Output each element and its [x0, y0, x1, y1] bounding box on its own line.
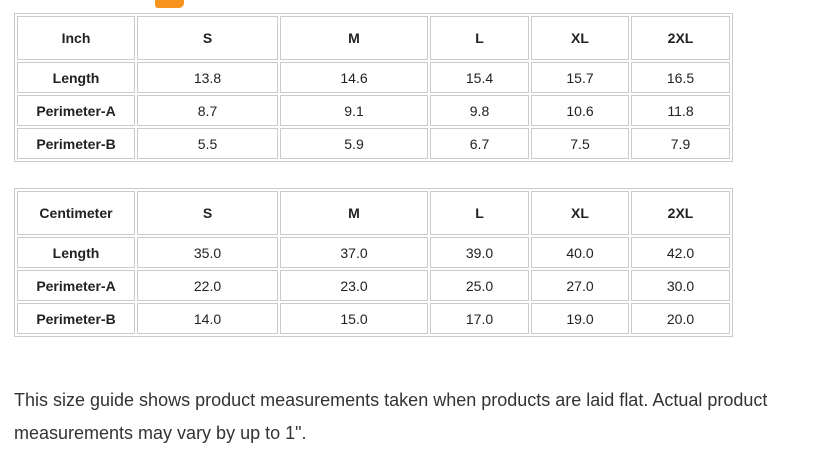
measurement-cell: 15.7 [531, 62, 629, 93]
measurement-cell: 27.0 [531, 270, 629, 301]
measurement-cell: 5.5 [137, 128, 278, 159]
measurement-cell: 42.0 [631, 237, 730, 268]
table-row-perimeter-a: Perimeter-A 8.7 9.1 9.8 10.6 11.8 [17, 95, 730, 126]
table-header-row: Centimeter S M L XL 2XL [17, 191, 730, 235]
measurement-cell: 8.7 [137, 95, 278, 126]
table-row-perimeter-b: Perimeter-B 5.5 5.9 6.7 7.5 7.9 [17, 128, 730, 159]
measurement-cell: 7.5 [531, 128, 629, 159]
measurement-cell: 10.6 [531, 95, 629, 126]
measurement-cell: 40.0 [531, 237, 629, 268]
measurement-cell: 11.8 [631, 95, 730, 126]
size-column-header-l: L [430, 16, 529, 60]
measurement-cell: 5.9 [280, 128, 428, 159]
measurement-cell: 22.0 [137, 270, 278, 301]
size-column-header-m: M [280, 16, 428, 60]
unit-label: Inch [17, 16, 135, 60]
disclaimer-line-2: measurements may vary by up to 1". [14, 423, 307, 443]
size-column-header-l: L [430, 191, 529, 235]
measurement-cell: 9.1 [280, 95, 428, 126]
measurement-cell: 13.8 [137, 62, 278, 93]
table-row-perimeter-b: Perimeter-B 14.0 15.0 17.0 19.0 20.0 [17, 303, 730, 334]
size-column-header-m: M [280, 191, 428, 235]
size-column-header-s: S [137, 16, 278, 60]
size-column-header-2xl: 2XL [631, 16, 730, 60]
measurement-cell: 20.0 [631, 303, 730, 334]
measurement-cell: 37.0 [280, 237, 428, 268]
size-table-inch: Inch S M L XL 2XL Length 13.8 14.6 15.4 … [14, 13, 733, 162]
size-column-header-s: S [137, 191, 278, 235]
measurement-cell: 15.0 [280, 303, 428, 334]
measurement-cell: 19.0 [531, 303, 629, 334]
measure-row-label: Perimeter-B [17, 303, 135, 334]
cropped-orange-heading-letter-fragment [155, 0, 184, 8]
measure-row-label: Perimeter-B [17, 128, 135, 159]
measurement-cell: 35.0 [137, 237, 278, 268]
measurement-cell: 16.5 [631, 62, 730, 93]
size-table-centimeter: Centimeter S M L XL 2XL Length 35.0 37.0… [14, 188, 733, 337]
measurement-cell: 30.0 [631, 270, 730, 301]
unit-label: Centimeter [17, 191, 135, 235]
table-row-length: Length 35.0 37.0 39.0 40.0 42.0 [17, 237, 730, 268]
measurement-cell: 6.7 [430, 128, 529, 159]
measurement-cell: 25.0 [430, 270, 529, 301]
measure-row-label: Length [17, 237, 135, 268]
disclaimer-line-1: This size guide shows product measuremen… [14, 390, 768, 410]
measurement-cell: 17.0 [430, 303, 529, 334]
measurement-cell: 15.4 [430, 62, 529, 93]
measure-row-label: Length [17, 62, 135, 93]
table-row-perimeter-a: Perimeter-A 22.0 23.0 25.0 27.0 30.0 [17, 270, 730, 301]
measurement-cell: 14.0 [137, 303, 278, 334]
measurement-cell: 23.0 [280, 270, 428, 301]
measure-row-label: Perimeter-A [17, 95, 135, 126]
measurement-cell: 14.6 [280, 62, 428, 93]
measurement-cell: 39.0 [430, 237, 529, 268]
size-guide-disclaimer: This size guide shows product measuremen… [14, 384, 824, 450]
measure-row-label: Perimeter-A [17, 270, 135, 301]
measurement-cell: 9.8 [430, 95, 529, 126]
measurement-cell: 7.9 [631, 128, 730, 159]
table-header-row: Inch S M L XL 2XL [17, 16, 730, 60]
size-column-header-xl: XL [531, 191, 629, 235]
table-row-length: Length 13.8 14.6 15.4 15.7 16.5 [17, 62, 730, 93]
size-column-header-xl: XL [531, 16, 629, 60]
size-column-header-2xl: 2XL [631, 191, 730, 235]
